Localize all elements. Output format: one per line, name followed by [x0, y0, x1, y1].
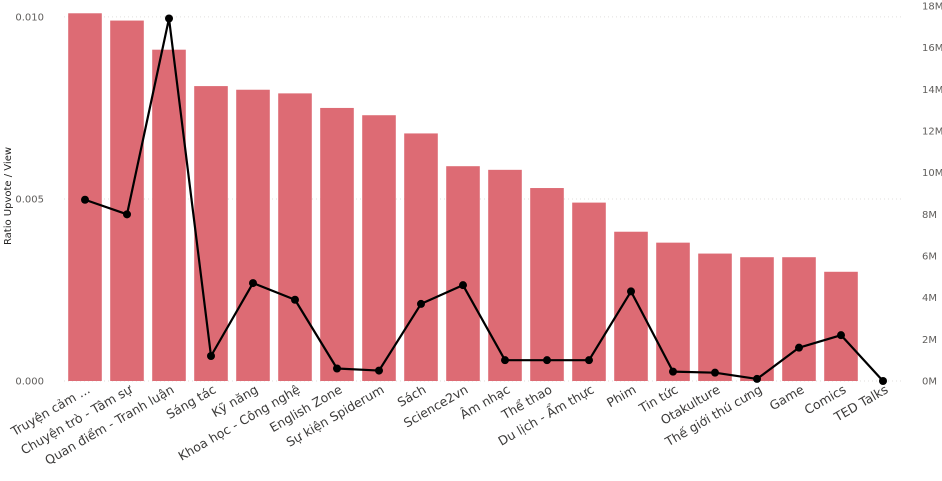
line-point: [627, 287, 635, 296]
bar: [278, 93, 312, 382]
bar: [740, 257, 774, 381]
line-point: [291, 295, 299, 304]
right-tick-label: 4M: [922, 293, 937, 304]
line-point: [879, 377, 887, 385]
bars: [68, 13, 858, 382]
right-tick-label: 18M: [922, 2, 942, 13]
line-point: [669, 367, 677, 376]
line-series: [81, 14, 887, 385]
line-point: [585, 356, 593, 365]
line-point: [249, 279, 257, 288]
left-tick-label: 0.010: [15, 12, 44, 23]
left-tick-label: 0.000: [15, 377, 44, 388]
line-point: [123, 210, 131, 219]
bar: [152, 49, 186, 381]
line-point: [837, 331, 845, 340]
line-point: [711, 368, 719, 377]
right-tick-label: 10M: [922, 168, 942, 179]
bar: [362, 115, 396, 381]
right-tick-label: 2M: [922, 335, 937, 346]
left-tick-label: 0.005: [15, 194, 44, 205]
line-point: [501, 356, 509, 365]
right-axis-ticks: 0M 2M 4M 6M 8M 10M 12M 14M 16M 18M: [922, 2, 942, 388]
bar: [236, 89, 270, 382]
bar: [194, 86, 228, 382]
line-point: [207, 352, 215, 360]
gridlines: [64, 16, 904, 382]
y-axis-title: Ratio Upvote / View: [3, 147, 14, 245]
line-point: [417, 299, 425, 308]
line-point: [795, 343, 803, 352]
right-tick-label: 0M: [922, 377, 937, 388]
right-tick-label: 12M: [922, 127, 942, 138]
bar: [404, 133, 438, 381]
line-point: [753, 374, 761, 383]
bar: [446, 166, 480, 381]
bar: [824, 271, 858, 381]
right-tick-label: 14M: [922, 85, 942, 96]
bar: [110, 20, 144, 381]
right-tick-label: 8M: [922, 210, 937, 221]
bar: [488, 169, 522, 381]
line-point: [375, 366, 383, 375]
bar: [656, 242, 690, 381]
line-point: [81, 195, 89, 204]
bar: [782, 257, 816, 381]
bar: [572, 202, 606, 381]
bar: [530, 188, 564, 381]
line-point: [459, 281, 467, 290]
right-tick-label: 16M: [922, 43, 942, 54]
category-label: Game: [767, 381, 807, 413]
bar: [614, 231, 648, 381]
line-point: [333, 364, 341, 373]
line-point: [543, 356, 551, 365]
bar: [698, 253, 732, 381]
line-point: [165, 14, 173, 23]
line-path: [84, 17, 884, 382]
right-tick-label: 6M: [922, 252, 937, 263]
left-axis-ticks: 0.000 0.005 0.010: [15, 12, 44, 387]
category-label: Phim: [604, 382, 638, 411]
bar: [320, 107, 354, 382]
